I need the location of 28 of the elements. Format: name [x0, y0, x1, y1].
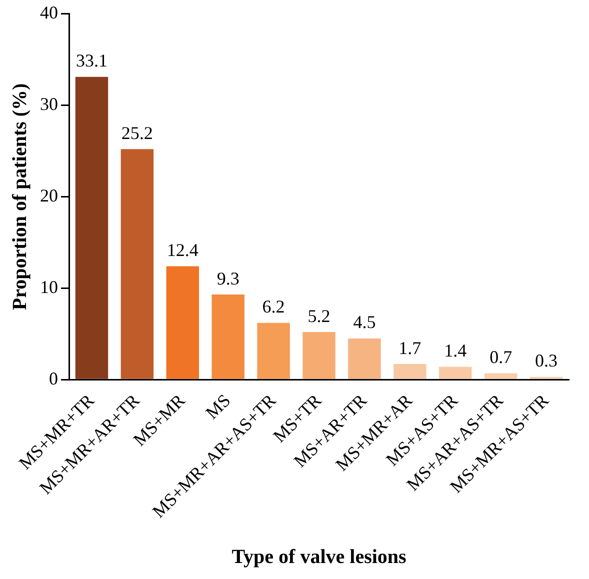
data-label: 5.2	[308, 306, 330, 326]
bar	[394, 364, 426, 379]
data-label: 1.7	[398, 338, 422, 358]
y-tick-label: 20	[40, 185, 58, 206]
data-label: 0.3	[535, 350, 558, 371]
y-tick-label: 30	[40, 94, 58, 114]
bar	[75, 76, 108, 379]
data-label: 25.2	[121, 122, 153, 143]
bar	[212, 294, 244, 379]
data-label: 9.3	[216, 268, 240, 288]
bar	[484, 373, 518, 379]
bar	[348, 338, 381, 379]
bar	[439, 366, 472, 379]
data-label: 33.1	[76, 50, 108, 71]
bar	[166, 266, 199, 379]
data-label: 1.4	[444, 340, 467, 361]
bar	[120, 149, 154, 379]
data-label: 6.2	[262, 296, 285, 317]
data-label: 12.4	[166, 240, 198, 260]
x-axis-title: Type of valve lesions	[232, 546, 407, 568]
y-tick-label: 40	[40, 2, 58, 23]
y-tick-label: 0	[49, 368, 58, 388]
data-label: 0.7	[490, 346, 512, 367]
y-axis-title: Proportion of patients (%)	[9, 83, 32, 310]
bar	[257, 322, 290, 379]
data-label: 4.5	[353, 312, 376, 332]
bar	[302, 332, 336, 379]
y-tick-label: 10	[40, 276, 58, 297]
